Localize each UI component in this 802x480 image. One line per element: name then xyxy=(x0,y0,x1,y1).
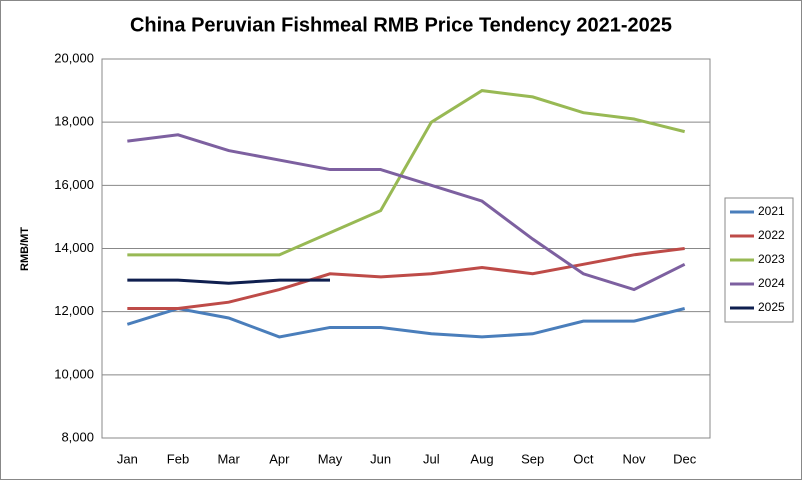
y-tick-label: 8,000 xyxy=(61,429,94,444)
y-tick-label: 20,000 xyxy=(54,50,94,65)
series-line xyxy=(127,278,330,285)
x-tick-label: Jun xyxy=(370,451,391,466)
plot-border xyxy=(101,58,711,439)
legend-label: 2023 xyxy=(758,252,785,266)
series-line xyxy=(127,89,686,257)
x-tick-label: Apr xyxy=(269,451,290,466)
x-tick-label: Jan xyxy=(117,451,138,466)
x-tick-label: Nov xyxy=(622,451,646,466)
x-tick-label: Dec xyxy=(673,451,697,466)
y-tick-label: 10,000 xyxy=(54,366,94,381)
x-tick-label: Feb xyxy=(167,451,189,466)
x-tick-label: Jul xyxy=(423,451,440,466)
y-tick-label: 14,000 xyxy=(54,240,94,255)
x-tick-label: Mar xyxy=(217,451,240,466)
series-line xyxy=(127,247,685,311)
x-tick-label: Sep xyxy=(521,451,544,466)
y-tick-label: 18,000 xyxy=(54,114,94,129)
legend-label: 2022 xyxy=(758,228,785,242)
x-tick-label: May xyxy=(318,451,343,466)
legend-label: 2024 xyxy=(758,276,785,290)
chart-title: China Peruvian Fishmeal RMB Price Tenden… xyxy=(130,14,672,36)
legend-label: 2021 xyxy=(758,204,785,218)
legend-label: 2025 xyxy=(758,300,785,314)
x-tick-label: Oct xyxy=(573,451,594,466)
y-tick-label: 16,000 xyxy=(54,177,94,192)
series-line xyxy=(127,133,686,292)
series-line xyxy=(126,306,686,339)
y-axis-label: RMB/MT xyxy=(19,227,31,271)
y-tick-label: 12,000 xyxy=(54,303,94,318)
x-tick-label: Aug xyxy=(470,451,493,466)
